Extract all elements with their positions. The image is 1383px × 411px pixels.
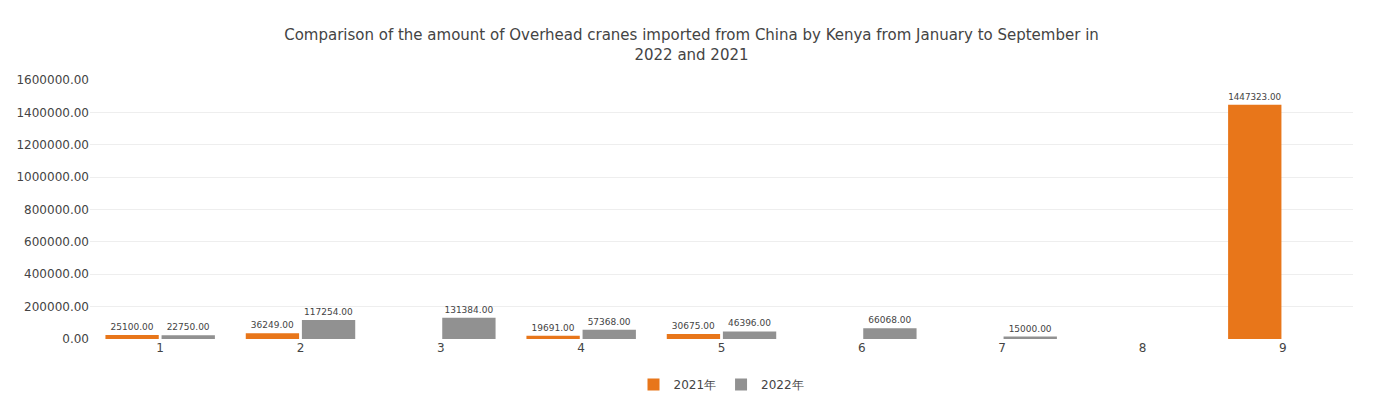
svg-text:117254.00: 117254.00 [304, 307, 353, 317]
svg-text:1600000.00: 1600000.00 [16, 73, 89, 87]
svg-text:7: 7 [998, 341, 1006, 355]
svg-text:30675.00: 30675.00 [672, 321, 715, 331]
svg-text:19691.00: 19691.00 [531, 323, 574, 333]
svg-text:1000000.00: 1000000.00 [16, 170, 89, 184]
svg-text:9: 9 [1279, 341, 1287, 355]
svg-text:1400000.00: 1400000.00 [16, 106, 89, 120]
svg-text:25100.00: 25100.00 [110, 322, 153, 332]
svg-text:600000.00: 600000.00 [24, 235, 89, 249]
svg-text:131384.00: 131384.00 [444, 305, 493, 315]
svg-text:200000.00: 200000.00 [24, 300, 89, 314]
svg-text:2021年: 2021年 [674, 378, 717, 392]
svg-text:22750.00: 22750.00 [167, 322, 210, 332]
svg-text:8: 8 [1139, 341, 1147, 355]
svg-text:1: 1 [156, 341, 164, 355]
svg-text:36249.00: 36249.00 [251, 320, 294, 330]
svg-text:400000.00: 400000.00 [24, 267, 89, 281]
svg-text:2: 2 [297, 341, 305, 355]
svg-text:3: 3 [437, 341, 445, 355]
svg-text:1200000.00: 1200000.00 [16, 138, 89, 152]
svg-text:5: 5 [718, 341, 726, 355]
svg-text:6: 6 [858, 341, 866, 355]
svg-text:2022年: 2022年 [761, 378, 804, 392]
svg-text:0.00: 0.00 [62, 332, 89, 346]
svg-text:57368.00: 57368.00 [588, 317, 631, 327]
svg-text:1447323.00: 1447323.00 [1228, 92, 1281, 102]
svg-text:66068.00: 66068.00 [868, 315, 911, 325]
svg-text:Comparison of the amount of Ov: Comparison of the amount of Overhead cra… [284, 26, 1099, 64]
svg-text:800000.00: 800000.00 [24, 203, 89, 217]
svg-text:46396.00: 46396.00 [728, 318, 771, 328]
svg-text:15000.00: 15000.00 [1009, 324, 1052, 334]
svg-text:4: 4 [577, 341, 585, 355]
